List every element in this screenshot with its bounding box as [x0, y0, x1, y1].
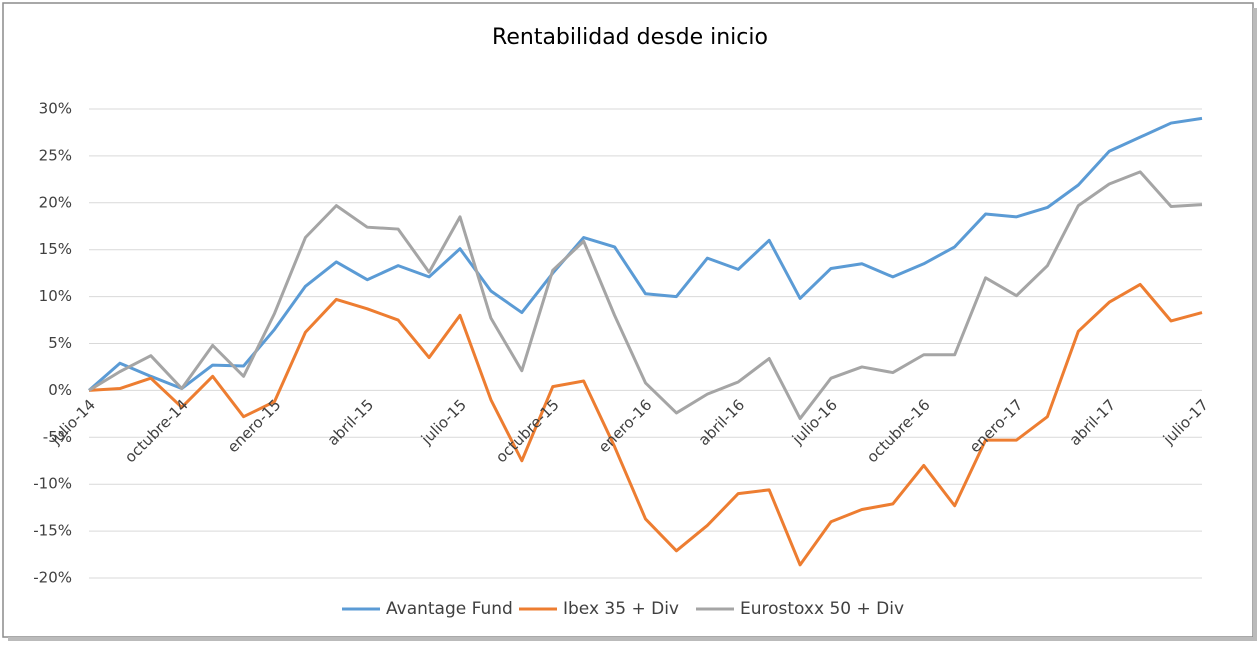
y-tick-label: 5%: [48, 334, 72, 352]
y-tick-label: 10%: [39, 287, 72, 305]
legend-label: Ibex 35 + Div: [563, 599, 679, 619]
frame-shadow: [8, 637, 1257, 641]
chart-frame: [2, 2, 1254, 638]
y-tick-label: 0%: [48, 381, 72, 399]
series-line: [88, 116, 1203, 392]
y-tick-label: -10%: [33, 475, 72, 493]
y-tick-label: -15%: [33, 522, 72, 540]
legend-label: Eurostoxx 50 + Div: [740, 599, 904, 619]
series-line: [88, 282, 1203, 567]
chart-title: Rentabilidad desde inicio: [492, 25, 768, 50]
frame-shadow: [1253, 8, 1257, 640]
y-tick-label: 30%: [39, 100, 72, 118]
series-line: [88, 170, 1203, 421]
legend-label: Avantage Fund: [386, 599, 513, 619]
y-tick-label: 20%: [39, 193, 72, 211]
y-tick-label: 25%: [39, 146, 72, 164]
y-tick-label: -5%: [43, 428, 72, 446]
y-tick-label: -20%: [33, 569, 72, 587]
y-tick-label: 15%: [39, 240, 72, 258]
